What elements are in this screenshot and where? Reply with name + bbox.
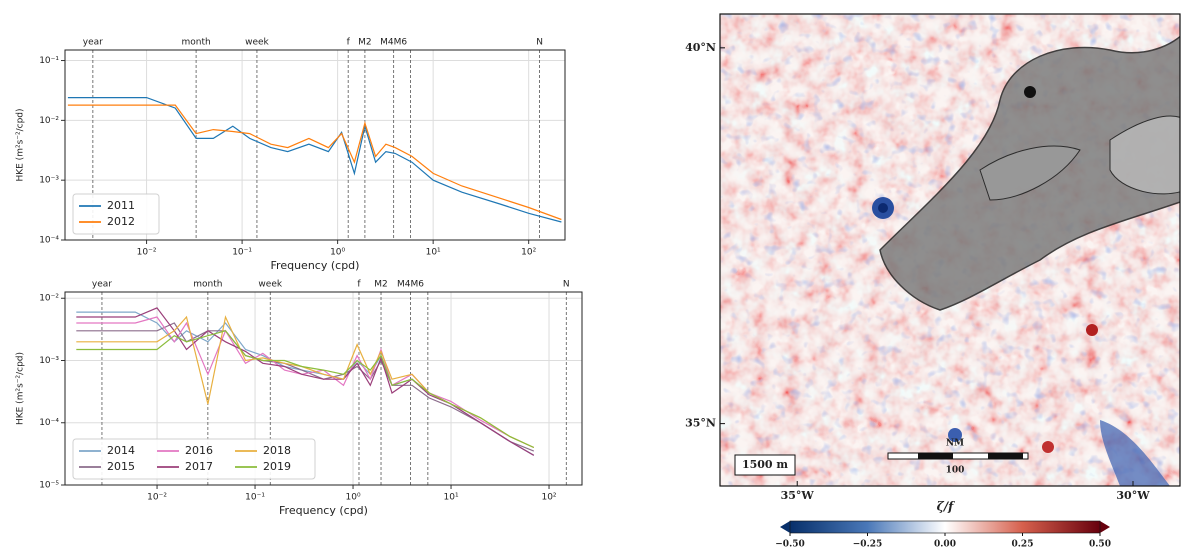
reference-label: M4M6 [397, 280, 424, 290]
y-axis-label: HKE (m²s⁻²/cpd) [16, 352, 26, 425]
colorbar-end [1100, 521, 1110, 533]
series-line [67, 97, 562, 223]
legend-box [72, 193, 160, 235]
scalebar [887, 452, 1029, 460]
depth-box [734, 454, 796, 476]
reference-label: week [258, 280, 282, 290]
reference-label: M2 [374, 280, 388, 290]
scalebar-label: 100 [946, 466, 965, 476]
colorbar-label: ζ/f [937, 500, 955, 514]
x-tick-label: 10⁻² [137, 248, 157, 258]
x-tick-label: 10⁻² [147, 493, 167, 503]
x-tick-label: 10² [521, 248, 536, 258]
reference-label: year [83, 38, 103, 48]
reference-label: year [92, 280, 112, 290]
y-tick-label: 10⁻⁴ [39, 236, 59, 246]
legend-box [72, 438, 316, 480]
colorbar-tick-label: 0.25 [1012, 540, 1034, 550]
x-tick-label: 10¹ [444, 493, 459, 503]
x-axis-label: Frequency (cpd) [271, 259, 360, 272]
y-tick-label: 10⁻⁵ [39, 481, 59, 491]
depth-label: 1500 m [742, 458, 788, 471]
scalebar-unit: NM [946, 439, 964, 449]
legend-label: 2015 [107, 460, 135, 473]
series-line [76, 315, 535, 449]
legend-label: 2018 [263, 444, 291, 457]
series-line [67, 104, 562, 221]
map-image [720, 14, 1180, 486]
legend-label: 2019 [263, 460, 291, 473]
y-tick-label: 10⁻² [39, 116, 59, 126]
y-tick-label: 10⁻² [39, 294, 59, 304]
map-frame [719, 13, 1181, 487]
colorbar-tick-label: −0.50 [775, 540, 804, 550]
reference-label: N [536, 38, 543, 48]
lat-label: 35°N [685, 417, 716, 430]
y-tick-label: 10⁻³ [39, 176, 59, 186]
colorbar [789, 520, 1101, 534]
line-chart: 10⁻² 10⁻¹ 10⁰ 10¹ 10² 10⁻⁴ 10⁻³ 10⁻² 10⁻¹ year mon… [16, 38, 566, 272]
y-tick-label: 10⁻³ [39, 356, 59, 366]
legend-label: 2011 [107, 199, 135, 212]
colorbar-tick-label: −0.25 [853, 540, 882, 550]
legend-label: 2014 [107, 444, 135, 457]
y-tick-label: 10⁻¹ [39, 56, 59, 66]
series-line [76, 307, 535, 456]
line-chart: 10⁻² 10⁻¹ 10⁰ 10¹ 10² 10⁻⁵ 10⁻⁴ 10⁻³ 10⁻² year mon… [16, 280, 583, 517]
lat-label: 40°N [685, 41, 716, 54]
lon-label: 35°W [781, 489, 815, 502]
reference-label: f [357, 280, 361, 290]
lon-label: 30°W [1116, 489, 1150, 502]
reference-label: M2 [358, 38, 372, 48]
reference-label: month [193, 280, 222, 290]
plot-frame [64, 49, 566, 241]
y-tick-label: 10⁻⁴ [39, 418, 59, 428]
x-tick-label: 10² [541, 493, 556, 503]
reference-label: month [181, 38, 210, 48]
reference-label: f [347, 38, 351, 48]
legend-label: 2017 [185, 460, 213, 473]
series-line [76, 330, 535, 449]
colorbar-tick-label: 0.50 [1089, 540, 1111, 550]
plot-frame [64, 291, 583, 486]
series-line [76, 311, 535, 456]
series-line [76, 322, 535, 452]
reference-label: week [245, 38, 269, 48]
x-tick-label: 10¹ [426, 248, 441, 258]
y-axis-label: HKE (m²s⁻²/cpd) [16, 108, 26, 181]
series-line [76, 316, 535, 449]
legend-label: 2016 [185, 444, 213, 457]
legend-label: 2012 [107, 215, 135, 228]
x-tick-label: 10⁰ [330, 248, 345, 258]
reference-label: N [563, 280, 570, 290]
x-tick-label: 10⁻¹ [232, 248, 252, 258]
x-tick-label: 10⁰ [346, 493, 361, 503]
colorbar-end [780, 521, 790, 533]
x-axis-label: Frequency (cpd) [279, 504, 368, 517]
colorbar-tick-label: 0.00 [934, 540, 956, 550]
reference-label: M4M6 [380, 38, 407, 48]
x-tick-label: 10⁻¹ [245, 493, 265, 503]
